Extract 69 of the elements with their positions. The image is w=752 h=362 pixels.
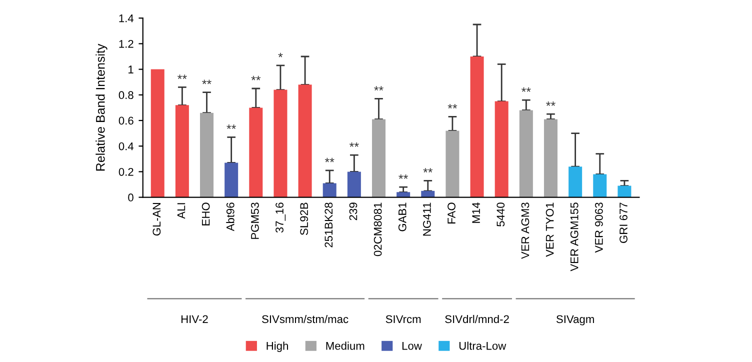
y-axis-title: Relative Band Intensity xyxy=(96,44,108,171)
bar xyxy=(249,108,263,198)
y-tick-label: 0.6 xyxy=(118,116,134,125)
x-tick-label: SL92B xyxy=(300,202,308,236)
x-tick-label: VER AGM155 xyxy=(570,202,578,272)
bar xyxy=(150,69,164,198)
y-tick-label: 0 xyxy=(128,194,134,202)
annotation: ** xyxy=(202,80,212,84)
y-tick-label: 1 xyxy=(128,66,134,74)
text: HIV-2 xyxy=(181,315,208,323)
x-tick-label: ALI xyxy=(177,203,186,219)
x-tick-label: GAB1 xyxy=(398,202,406,232)
bar xyxy=(618,186,632,198)
text: SIVagm xyxy=(556,315,594,326)
x-tick-label: VER TYO1 xyxy=(546,202,554,257)
x-tick-label: 02CM8081 xyxy=(374,202,382,256)
text: SIVrcm xyxy=(386,315,421,324)
annotation: ** xyxy=(398,174,408,179)
bar xyxy=(470,56,484,198)
annotation: ** xyxy=(546,102,556,106)
text: SIVdrl/mnd-2 xyxy=(445,314,509,324)
x-tick-label: VER AGM3 xyxy=(521,202,530,259)
bar xyxy=(593,174,607,198)
x-tick-label: FAO xyxy=(448,202,456,224)
annotation: ** xyxy=(448,104,458,108)
bar xyxy=(322,183,336,198)
x-tick-label: NG411 xyxy=(423,202,431,236)
bar xyxy=(200,112,214,198)
x-tick-label: 251BK28 xyxy=(324,202,333,248)
legend-label: Medium xyxy=(326,342,364,350)
bar xyxy=(175,105,189,198)
bar xyxy=(347,172,361,198)
legend-label: Low xyxy=(402,342,422,350)
bar xyxy=(446,130,460,198)
x-tick-label: M14 xyxy=(472,202,480,223)
annotation: ** xyxy=(374,86,384,91)
legend-label: Ultra-Low xyxy=(459,342,506,350)
x-tick-label: 239 xyxy=(349,202,358,220)
annotation: ** xyxy=(522,87,531,92)
x-tick-label: 5440 xyxy=(496,202,505,226)
bar xyxy=(274,90,288,198)
annotation: ** xyxy=(251,76,261,80)
bar xyxy=(298,84,312,198)
bar xyxy=(544,119,558,198)
x-tick-label: PGM53 xyxy=(251,202,259,239)
bar xyxy=(224,162,238,198)
y-tick-label: 0.4 xyxy=(118,142,134,150)
bar xyxy=(519,110,533,198)
annotation: ** xyxy=(178,74,187,80)
x-tick-label: Abt96 xyxy=(226,202,234,232)
annotation: ** xyxy=(423,168,433,172)
annotation: * xyxy=(278,52,283,58)
annotation: ** xyxy=(350,142,359,147)
y-tick-label: 0.8 xyxy=(118,91,134,100)
bar xyxy=(568,166,582,198)
text: SIVsmm/stm/mac xyxy=(262,314,348,324)
annotation: ** xyxy=(324,158,334,162)
annotation: ** xyxy=(226,124,236,129)
x-tick-label: EHO xyxy=(202,202,210,226)
y-tick-label: 0.2 xyxy=(118,168,134,176)
legend-label: High xyxy=(266,342,288,352)
bar xyxy=(372,119,386,198)
x-tick-label: VER 9063 xyxy=(595,202,603,253)
y-tick-label: 1.2 xyxy=(119,40,134,48)
y-tick-label: 1.4 xyxy=(119,14,134,22)
x-tick-label: GRI 677 xyxy=(620,202,628,243)
bar xyxy=(494,101,508,198)
x-tick-label: 37_16 xyxy=(276,202,286,233)
x-tick-label: GL-AN xyxy=(152,203,161,236)
